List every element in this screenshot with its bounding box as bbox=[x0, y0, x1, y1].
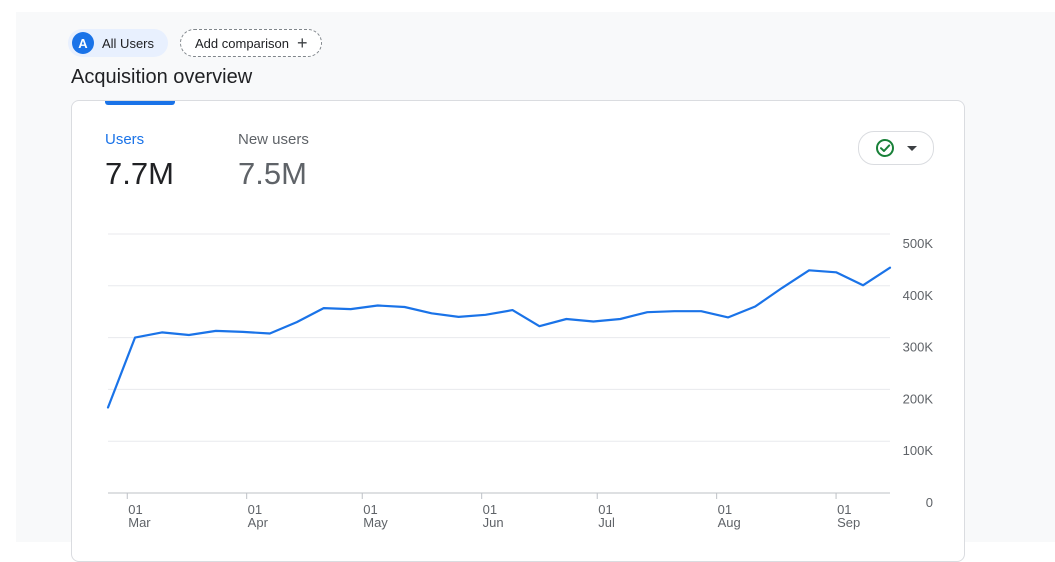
comparison-bar: A All Users Add comparison + bbox=[68, 28, 323, 58]
y-tick-label: 300K bbox=[903, 340, 934, 355]
x-tick-day: 01 bbox=[128, 502, 142, 517]
users-line-chart: 0100K200K300K400K500K01Mar01Apr01May01Ju… bbox=[106, 233, 934, 530]
x-tick-month: Jun bbox=[483, 515, 504, 530]
y-tick-label: 200K bbox=[903, 391, 934, 406]
check-circle-icon bbox=[876, 139, 894, 157]
metric-tab-users[interactable]: Users 7.7M bbox=[105, 131, 174, 192]
x-tick-day: 01 bbox=[598, 502, 612, 517]
x-tick-month: Jul bbox=[598, 515, 615, 530]
metric-label: Users bbox=[105, 131, 145, 148]
page-title: Acquisition overview bbox=[71, 66, 253, 88]
y-tick-label: 400K bbox=[903, 288, 934, 303]
x-tick-month: May bbox=[363, 515, 388, 530]
metric-value: 7.5M bbox=[238, 156, 307, 191]
x-tick-day: 01 bbox=[483, 502, 497, 517]
plus-icon: + bbox=[296, 33, 308, 53]
metric-label: New users bbox=[238, 131, 309, 148]
add-comparison-button[interactable]: Add comparison + bbox=[180, 29, 323, 57]
x-tick-day: 01 bbox=[363, 502, 377, 517]
series-line-users bbox=[106, 266, 892, 409]
segment-badge: A bbox=[72, 32, 94, 54]
metric-value: 7.7M bbox=[105, 156, 174, 191]
add-comparison-label: Add comparison bbox=[195, 35, 289, 51]
caret-down-icon bbox=[907, 145, 917, 151]
segment-chip-all-users[interactable]: A All Users bbox=[68, 29, 169, 57]
acquisition-page: A All Users Add comparison + Acquisition… bbox=[16, 12, 1055, 562]
y-tick-label: 0 bbox=[926, 495, 933, 510]
x-tick-month: Sep bbox=[837, 515, 860, 530]
x-tick-day: 01 bbox=[248, 502, 262, 517]
status-dropdown[interactable] bbox=[858, 131, 934, 165]
active-tab-indicator bbox=[105, 101, 175, 105]
x-tick-month: Aug bbox=[718, 515, 741, 530]
users-overview-card: Users 7.7M New users 7.5M 0 100K 200K 300K 4… bbox=[71, 100, 965, 562]
x-tick-day: 01 bbox=[837, 502, 851, 517]
segment-label: All Users bbox=[102, 35, 155, 51]
metric-tab-new-users[interactable]: New users 7.5M bbox=[238, 131, 309, 192]
y-tick-label: 100K bbox=[903, 443, 934, 458]
y-tick-label: 500K bbox=[903, 236, 934, 251]
x-tick-month: Apr bbox=[248, 515, 269, 530]
x-tick-month: Mar bbox=[128, 515, 151, 530]
x-tick-day: 01 bbox=[718, 502, 732, 517]
